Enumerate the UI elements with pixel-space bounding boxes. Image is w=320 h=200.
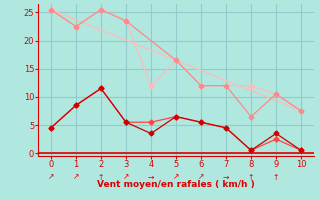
Text: ↗: ↗ bbox=[73, 173, 79, 182]
Text: ↗: ↗ bbox=[198, 173, 204, 182]
Text: →: → bbox=[148, 173, 154, 182]
Text: ↑: ↑ bbox=[273, 173, 279, 182]
Text: ↗: ↗ bbox=[173, 173, 179, 182]
Text: ↗: ↗ bbox=[123, 173, 129, 182]
Text: ↑: ↑ bbox=[248, 173, 254, 182]
Text: ↑: ↑ bbox=[98, 173, 104, 182]
Text: ↗: ↗ bbox=[48, 173, 54, 182]
Text: →: → bbox=[223, 173, 229, 182]
X-axis label: Vent moyen/en rafales ( km/h ): Vent moyen/en rafales ( km/h ) bbox=[97, 180, 255, 189]
